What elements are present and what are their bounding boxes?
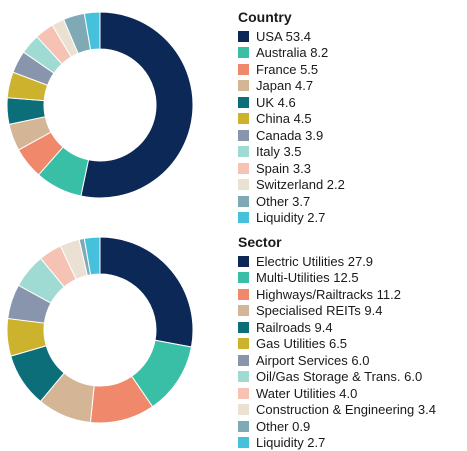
country-legend-swatch xyxy=(238,179,249,190)
sector-legend-swatch xyxy=(238,272,249,283)
country-legend-label: USA 53.4 xyxy=(256,29,311,44)
country-legend-label: France 5.5 xyxy=(256,62,318,77)
country-legend-label: Japan 4.7 xyxy=(256,78,313,93)
sector-legend-swatch xyxy=(238,305,249,316)
country-legend-swatch xyxy=(238,196,249,207)
sector-legend-label: Oil/Gas Storage & Trans. 6.0 xyxy=(256,369,422,384)
sector-legend-label: Gas Utilities 6.5 xyxy=(256,336,347,351)
country-legend-item-canada: Canada 3.9 xyxy=(238,127,345,144)
sector-legend-swatch xyxy=(238,371,249,382)
sector-legend-swatch xyxy=(238,338,249,349)
sector-legend-swatch xyxy=(238,437,249,448)
country-legend-label: Australia 8.2 xyxy=(256,45,328,60)
sector-legend-item-liquidity: Liquidity 2.7 xyxy=(238,435,436,451)
sector-legend-label: Highways/Railtracks 11.2 xyxy=(256,287,401,302)
country-legend-item-japan: Japan 4.7 xyxy=(238,78,345,95)
country-legend-label: Canada 3.9 xyxy=(256,128,323,143)
sector-legend-item-specialised-reits: Specialised REITs 9.4 xyxy=(238,303,436,320)
country-legend-item-spain: Spain 3.3 xyxy=(238,160,345,177)
sector-legend-label: Airport Services 6.0 xyxy=(256,353,369,368)
sector-legend-swatch xyxy=(238,256,249,267)
country-legend-swatch xyxy=(238,64,249,75)
sector-legend-swatch xyxy=(238,355,249,366)
sector-legend-label: Construction & Engineering 3.4 xyxy=(256,402,436,417)
sector-legend-label: Multi-Utilities 12.5 xyxy=(256,270,359,285)
sector-donut-chart xyxy=(5,235,195,425)
country-legend-swatch xyxy=(238,212,249,223)
sector-legend-label: Other 0.9 xyxy=(256,419,310,434)
country-legend-title: Country xyxy=(238,9,345,25)
country-legend-swatch xyxy=(238,31,249,42)
country-legend-item-uk: UK 4.6 xyxy=(238,94,345,111)
country-legend-label: Spain 3.3 xyxy=(256,161,311,176)
sector-legend-label: Specialised REITs 9.4 xyxy=(256,303,382,318)
country-legend-item-italy: Italy 3.5 xyxy=(238,144,345,161)
sector-legend-label: Liquidity 2.7 xyxy=(256,435,325,450)
country-legend-swatch xyxy=(238,163,249,174)
sector-legend-item-other: Other 0.9 xyxy=(238,418,436,435)
country-legend-swatch xyxy=(238,47,249,58)
sector-legend-item-highways-railtracks: Highways/Railtracks 11.2 xyxy=(238,286,436,303)
sector-legend-swatch xyxy=(238,322,249,333)
sector-legend-item-oil-gas-storage-trans: Oil/Gas Storage & Trans. 6.0 xyxy=(238,369,436,386)
sector-legend-swatch xyxy=(238,289,249,300)
country-legend-swatch xyxy=(238,130,249,141)
sector-legend-swatch xyxy=(238,404,249,415)
sector-legend-item-construction-engineering: Construction & Engineering 3.4 xyxy=(238,402,436,419)
country-legend-item-australia: Australia 8.2 xyxy=(238,45,345,62)
country-legend-swatch xyxy=(238,80,249,91)
country-donut-chart xyxy=(5,10,195,200)
country-legend-label: Liquidity 2.7 xyxy=(256,210,325,225)
country-legend-label: China 4.5 xyxy=(256,111,312,126)
country-legend-item-other: Other 3.7 xyxy=(238,193,345,210)
country-legend-item-france: France 5.5 xyxy=(238,61,345,78)
sector-legend-item-railroads: Railroads 9.4 xyxy=(238,319,436,336)
sector-legend-swatch xyxy=(238,388,249,399)
country-legend-label: UK 4.6 xyxy=(256,95,296,110)
country-legend-item-liquidity: Liquidity 2.7 xyxy=(238,210,345,227)
country-legend-label: Other 3.7 xyxy=(256,194,310,209)
country-legend-swatch xyxy=(238,146,249,157)
sector-legend-title: Sector xyxy=(238,234,436,250)
sector-legend-item-gas-utilities: Gas Utilities 6.5 xyxy=(238,336,436,353)
sector-legend-label: Railroads 9.4 xyxy=(256,320,333,335)
sector-legend-label: Water Utilities 4.0 xyxy=(256,386,357,401)
sector-legend-item-water-utilities: Water Utilities 4.0 xyxy=(238,385,436,402)
country-legend-swatch xyxy=(238,97,249,108)
sector-legend-item-airport-services: Airport Services 6.0 xyxy=(238,352,436,369)
country-legend-label: Italy 3.5 xyxy=(256,144,302,159)
sector-legend-label: Electric Utilities 27.9 xyxy=(256,254,373,269)
sector-legend-item-multi-utilities: Multi-Utilities 12.5 xyxy=(238,270,436,287)
sector-legend-swatch xyxy=(238,421,249,432)
country-legend-swatch xyxy=(238,113,249,124)
country-legend-label: Switzerland 2.2 xyxy=(256,177,345,192)
sector-slice-electric-utilities xyxy=(100,237,193,347)
country-legend-item-switzerland: Switzerland 2.2 xyxy=(238,177,345,194)
country-legend-item-usa: USA 53.4 xyxy=(238,28,345,45)
sector-legend-item-electric-utilities: Electric Utilities 27.9 xyxy=(238,253,436,270)
country-legend-item-china: China 4.5 xyxy=(238,111,345,128)
